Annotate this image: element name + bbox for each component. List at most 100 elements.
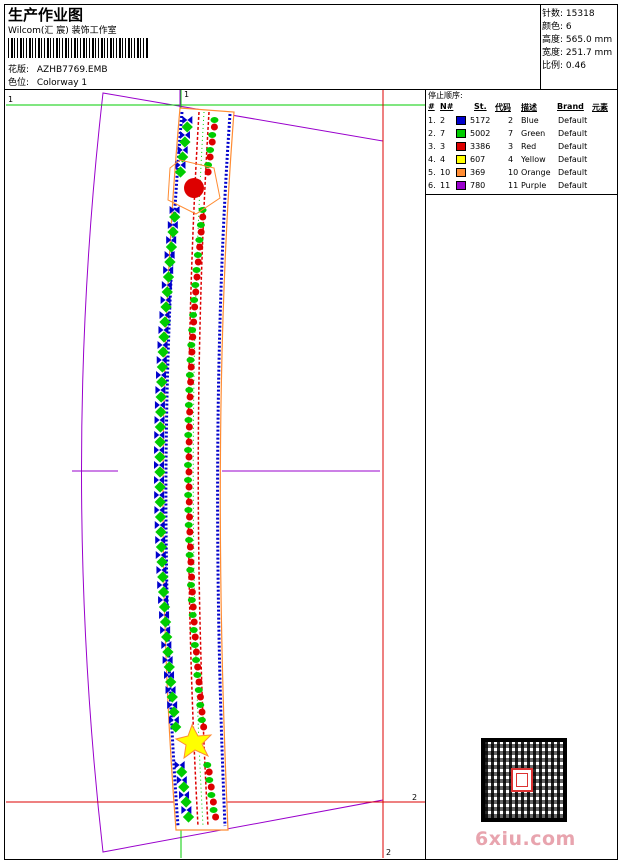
green-leaf-motif <box>184 492 193 498</box>
color-swatch <box>456 116 466 125</box>
stop-code: 7 <box>508 129 514 138</box>
marker-1-left: 1 <box>8 95 14 104</box>
green-leaf-motif <box>185 552 194 558</box>
green-diamond-motif <box>154 511 167 523</box>
green-leaf-motif <box>209 807 218 813</box>
stop-desc: Green <box>521 129 546 138</box>
green-diamond-motif <box>179 136 191 148</box>
stop-n: 10 <box>440 168 451 177</box>
green-leaf-motif <box>189 312 198 318</box>
stop-brand: Default <box>558 155 588 164</box>
red-dot-motif <box>206 153 214 161</box>
stop-code: 10 <box>508 168 519 177</box>
col-hash: # <box>428 102 435 111</box>
hoop-outline <box>81 92 384 853</box>
blue-bowtie-motif <box>154 416 165 424</box>
red-dot-motif <box>187 378 195 386</box>
stop-stitches: 369 <box>470 168 486 177</box>
red-dot-motif <box>185 423 193 431</box>
red-dot-motif <box>212 813 220 821</box>
blue-bowtie-motif <box>158 596 169 604</box>
green-leaf-motif <box>192 267 201 273</box>
blue-bowtie-motif <box>154 521 165 529</box>
green-leaf-motif <box>185 537 194 543</box>
green-diamond-motif <box>158 601 171 613</box>
blue-bowtie-motif <box>165 686 176 694</box>
green-leaf-motif <box>196 222 205 228</box>
red-dot-motif <box>194 663 202 671</box>
red-dot-motif <box>188 348 196 356</box>
design-row: 花版: AZHB7769.EMB <box>8 62 108 75</box>
col-code: 代码 <box>495 103 511 112</box>
stop-stitches: 3386 <box>470 142 491 151</box>
blue-bowtie-motif <box>154 476 165 484</box>
blue-bowtie-motif <box>161 281 172 289</box>
green-diamond-motif <box>155 406 167 418</box>
green-leaf-motif <box>185 387 194 393</box>
sheet-title: 生产作业图 <box>8 6 84 24</box>
red-dot-motif <box>200 723 208 731</box>
blue-bowtie-motif <box>177 146 188 154</box>
green-leaf-motif <box>208 132 217 138</box>
colorway-row: 色位: Colorway 1 <box>8 75 87 88</box>
green-diamond-motif <box>156 376 168 388</box>
blue-bowtie-motif <box>154 506 165 514</box>
green-leaf-motif <box>190 297 199 303</box>
blue-bowtie-motif <box>154 446 165 454</box>
stop-n: 7 <box>440 129 446 138</box>
blue-bowtie-motif <box>154 491 165 499</box>
red-dot-motif <box>191 303 199 311</box>
stop-row: 6. 11 780 11 Purple Default <box>428 181 616 193</box>
watermark-site: 6xiu.com <box>475 828 576 850</box>
blue-bowtie-motif <box>156 566 167 574</box>
stat-height: 高度: 565.0 mm <box>542 35 613 45</box>
stop-brand: Default <box>558 116 588 125</box>
blue-bowtie-motif <box>160 626 171 634</box>
blue-bowtie-motif <box>166 236 177 244</box>
red-dot-motif <box>194 258 202 266</box>
stop-index: 2. <box>428 129 436 138</box>
green-leaf-motif <box>203 762 212 768</box>
col-n: N# <box>440 102 454 111</box>
stop-n: 3 <box>440 142 446 151</box>
red-dot-motif <box>189 603 197 611</box>
green-diamond-motif <box>154 466 166 478</box>
blue-bowtie-motif <box>156 356 167 364</box>
stop-stitches: 607 <box>470 155 486 164</box>
green-leaf-motif <box>184 402 193 408</box>
green-diamond-motif <box>162 271 175 283</box>
stat-stitches: 针数: 15318 <box>542 9 595 19</box>
green-leaf-motif <box>193 252 202 258</box>
green-diamond-motif <box>154 421 167 433</box>
blue-bowtie-motif <box>164 251 175 259</box>
green-leaf-motif <box>184 522 193 528</box>
stop-stitches: 780 <box>470 181 486 190</box>
stop-stitches: 5002 <box>470 129 491 138</box>
red-dot-motif <box>185 453 193 461</box>
blue-bowtie-motif <box>157 341 168 349</box>
stop-n: 2 <box>440 116 446 125</box>
green-diamond-motif <box>174 166 187 178</box>
color-swatch <box>456 168 466 177</box>
col-stitches: St. <box>474 102 487 111</box>
green-leaf-motif <box>205 777 214 783</box>
green-leaf-motif <box>185 372 194 378</box>
green-diamond-motif <box>155 526 167 538</box>
qr-stamp-logo <box>511 768 533 792</box>
red-dot-motif <box>185 483 193 491</box>
green-diamond-motif <box>169 211 181 223</box>
stop-brand: Default <box>558 168 588 177</box>
green-diamond-motif <box>178 781 190 793</box>
green-leaf-motif <box>188 327 197 333</box>
red-dot-motif <box>197 228 205 236</box>
red-dot-motif <box>199 213 207 221</box>
red-dot-motif <box>186 528 194 536</box>
green-leaf-motif <box>184 507 193 513</box>
red-dot-motif <box>187 363 195 371</box>
stop-desc: Red <box>521 142 537 151</box>
red-dot-motif <box>204 168 212 176</box>
green-leaf-motif <box>190 642 199 648</box>
green-leaf-motif <box>184 462 193 468</box>
blue-bowtie-motif <box>158 326 169 334</box>
